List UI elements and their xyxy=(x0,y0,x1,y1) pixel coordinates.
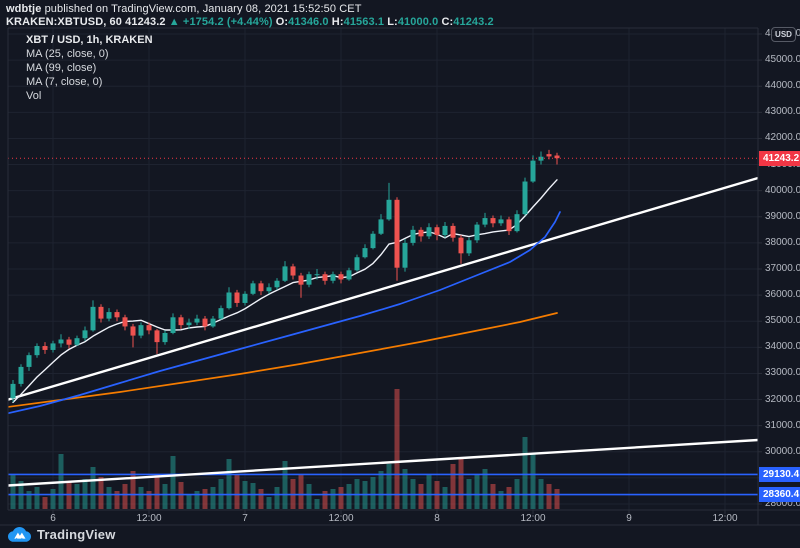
time-tick-label: 12:00 xyxy=(520,513,546,524)
price-tick-label: 44000.0 xyxy=(765,80,800,92)
legend-ma25[interactable]: MA (25, close, 0) xyxy=(26,48,109,60)
legend-symbol-title[interactable]: XBT / USD, 1h, KRAKEN xyxy=(26,34,153,46)
symbol-ohlc-line: KRAKEN:XBTUSD, 60 41243.2 ▲ +1754.2 (+4.… xyxy=(6,16,494,28)
chart-legend: XBT / USD, 1h, KRAKEN MA (25, close, 0) … xyxy=(26,33,153,103)
price-tick-label: 45000.0 xyxy=(765,54,800,66)
price-tick-label: 37000.0 xyxy=(765,263,800,274)
high-label: H: xyxy=(331,16,344,28)
price-tick-label: 28000.0 xyxy=(765,498,800,509)
price-tick-label: 34000.0 xyxy=(765,341,800,353)
price-tick-label: 42000.0 xyxy=(765,132,800,144)
last-price-badge: 41243.2 xyxy=(759,150,800,166)
tradingview-logo-icon xyxy=(8,527,31,542)
open-value: 41346.0 xyxy=(288,16,329,28)
price-tick-label: 31000.0 xyxy=(765,419,800,431)
price-tick-label: 38000.0 xyxy=(765,236,800,248)
low-label: L: xyxy=(387,16,398,28)
time-tick-label: 12:00 xyxy=(136,513,162,524)
publish-info-line: wdbtje published on TradingView.com, Jan… xyxy=(6,3,362,15)
open-label: O: xyxy=(275,16,289,28)
price-tick-label: 40000.0 xyxy=(765,184,800,196)
price-change: ▲ +1754.2 (+4.44%) xyxy=(168,16,273,28)
time-tick-label: 6 xyxy=(50,513,56,524)
close-label: C: xyxy=(441,16,454,28)
price-tick-label: 43000.0 xyxy=(765,106,800,118)
price-tick-label: 39000.0 xyxy=(765,210,800,222)
time-tick-label: 12:00 xyxy=(712,513,738,524)
price-tick-label: 33000.0 xyxy=(765,367,800,379)
publish-info-text: published on TradingView.com, January 08… xyxy=(41,3,362,15)
price-tick-label: 36000.0 xyxy=(765,289,800,301)
high-value: 41563.1 xyxy=(343,16,385,28)
tradingview-brand[interactable]: TradingView xyxy=(8,527,116,542)
low-value: 41000.0 xyxy=(397,16,439,28)
legend-ma99[interactable]: MA (99, close) xyxy=(26,62,97,74)
alert-price-badge-lower: 28360.4 xyxy=(759,487,800,503)
symbol-interval: KRAKEN:XBTUSD, 60 xyxy=(6,16,122,28)
tradingview-brand-text: TradingView xyxy=(37,527,116,542)
publisher-username: wdbtje xyxy=(6,3,42,15)
price-tick-label: 32000.0 xyxy=(765,393,800,405)
time-tick-label: 12:00 xyxy=(328,513,354,524)
currency-toggle-button[interactable]: USD xyxy=(771,27,796,42)
close-value: 41243.2 xyxy=(453,16,494,28)
price-tick-label: 35000.0 xyxy=(765,315,800,327)
legend-ma7[interactable]: MA (7, close, 0) xyxy=(26,76,103,88)
time-tick-label: 9 xyxy=(626,513,632,524)
time-tick-label: 8 xyxy=(434,513,440,524)
last-price: 41243.2 xyxy=(125,16,166,28)
legend-volume[interactable]: Vol xyxy=(26,90,42,102)
time-tick-label: 7 xyxy=(242,513,248,524)
alert-price-badge-upper: 29130.4 xyxy=(759,466,800,482)
price-tick-label: 30000.0 xyxy=(765,445,800,457)
